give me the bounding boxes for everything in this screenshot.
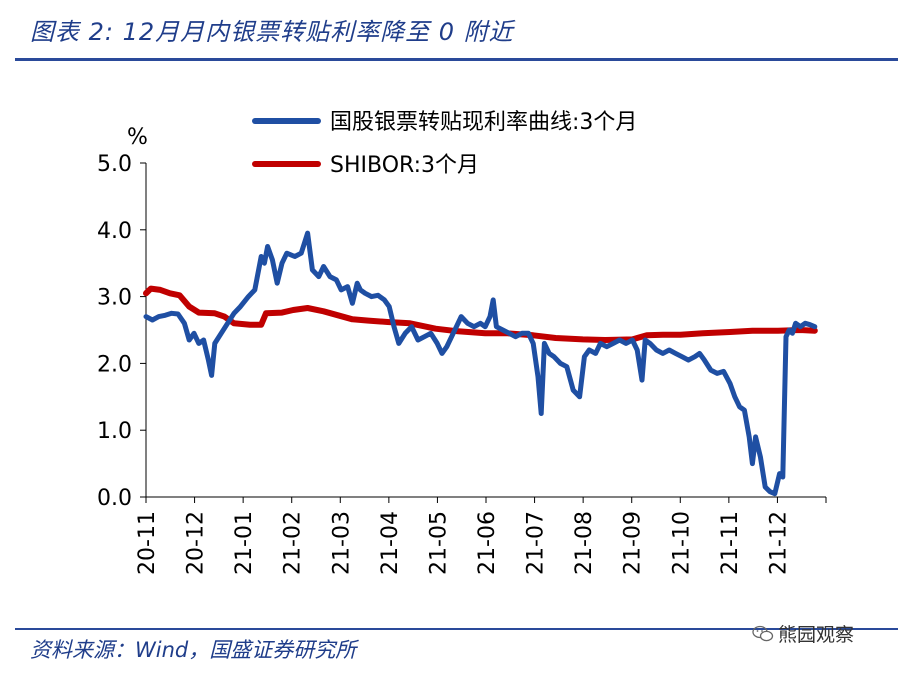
wechat-icon (752, 625, 774, 641)
y-tick-label: 1.0 (97, 419, 132, 444)
series-group (143, 230, 818, 497)
watermark-text: 熊园观察 (778, 624, 855, 646)
y-tick-label: 3.0 (97, 286, 132, 311)
x-tick-label: 21-11 (718, 511, 743, 575)
y-axis-unit: % (127, 125, 148, 150)
y-tick-label: 2.0 (97, 352, 132, 377)
watermark: 熊园观察 (752, 620, 854, 647)
legend-label-1: SHIBOR:3个月 (330, 153, 479, 178)
x-tick-label: 21-01 (232, 511, 257, 575)
chart-title: 图表 2: 12月月内银票转贴利率降至 0 附近 (30, 18, 514, 46)
axes: 0.0 1.0 2.0 3.0 4.0 5.0 20-11 20-12 21-01 21-02 21… (97, 152, 827, 575)
y-tick-label: 5.0 (97, 152, 132, 177)
series-line-0 (143, 230, 818, 497)
x-tick-label: 20-12 (184, 511, 209, 575)
x-tick-label: 21-08 (572, 511, 597, 575)
x-tick-label: 21-04 (378, 511, 403, 575)
legend: 国股银票转贴现利率曲线:3个月 SHIBOR:3个月 (252, 110, 637, 178)
x-tick-label: 21-06 (475, 511, 500, 575)
x-tick-label: 21-09 (621, 511, 646, 575)
x-tick-label: 20-11 (135, 511, 160, 575)
x-tick-label: 21-03 (329, 511, 354, 575)
y-tick-label: 0.0 (97, 486, 132, 511)
x-tick-label: 21-10 (669, 511, 694, 575)
x-tick-label: 21-07 (524, 511, 549, 575)
legend-label-0: 国股银票转贴现利率曲线:3个月 (330, 110, 637, 135)
series-line-1 (143, 285, 818, 343)
x-tick-label: 21-12 (766, 511, 791, 575)
x-tick-label: 21-05 (426, 511, 451, 575)
source-note: 资料来源：Wind，国盛证券研究所 (30, 638, 357, 662)
y-tick-label: 4.0 (97, 219, 132, 244)
footer-divider (15, 628, 898, 630)
title-divider (15, 58, 898, 61)
x-tick-label: 21-02 (281, 511, 306, 575)
